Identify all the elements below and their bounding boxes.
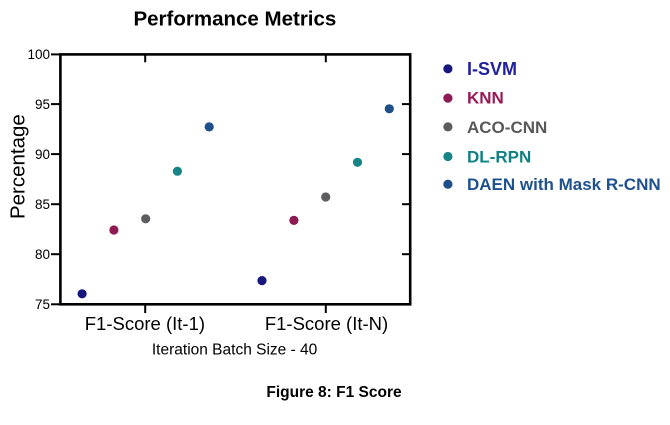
svg-text:100: 100 [27, 47, 50, 62]
svg-text:75: 75 [35, 297, 50, 312]
svg-text:80: 80 [35, 247, 50, 262]
svg-text:ACO-CNN: ACO-CNN [467, 118, 547, 137]
svg-text:F1-Score (It-N): F1-Score (It-N) [265, 313, 388, 334]
svg-text:90: 90 [35, 147, 50, 162]
svg-text:85: 85 [35, 197, 50, 212]
svg-text:Figure 8: F1 Score: Figure 8: F1 Score [266, 384, 402, 401]
svg-text:KNN: KNN [467, 89, 504, 108]
svg-text:DAEN with Mask R-CNN: DAEN with Mask R-CNN [467, 175, 661, 194]
svg-text:DL-RPN: DL-RPN [467, 148, 531, 167]
svg-text:I-SVM: I-SVM [467, 59, 517, 79]
svg-text:Iteration Batch Size - 40: Iteration Batch Size - 40 [152, 342, 318, 359]
svg-text:95: 95 [35, 97, 50, 112]
svg-text:F1-Score (It-1): F1-Score (It-1) [85, 313, 205, 334]
svg-text:Percentage: Percentage [6, 114, 29, 219]
svg-text:Performance Metrics: Performance Metrics [133, 7, 336, 30]
